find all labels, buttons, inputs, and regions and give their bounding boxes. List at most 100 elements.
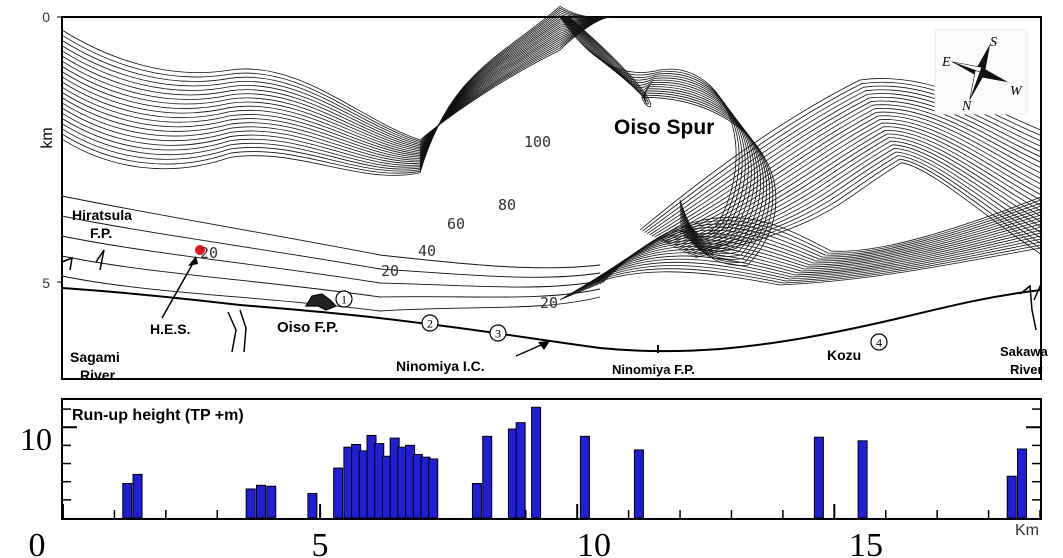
bar-24 bbox=[579, 435, 590, 519]
map-y-tick-5: 5 bbox=[42, 275, 50, 291]
contour-line bbox=[579, 223, 1042, 293]
contour-line bbox=[592, 208, 1042, 288]
contour-line bbox=[61, 16, 611, 160]
label-sagami-2: River bbox=[80, 367, 116, 383]
contour-label-80: 80 bbox=[498, 196, 516, 214]
contour-line bbox=[61, 16, 611, 157]
contour-line bbox=[61, 16, 611, 164]
map-y-tick-0: 0 bbox=[42, 9, 50, 25]
y-tick-label-10: 10 bbox=[20, 421, 52, 457]
label-hiratsuka-1: Hiratsula bbox=[72, 207, 132, 223]
bar-2 bbox=[245, 488, 256, 519]
bar-19 bbox=[471, 483, 482, 519]
contour-line bbox=[61, 16, 611, 150]
contour-line bbox=[644, 85, 1042, 233]
chart-bars bbox=[122, 406, 1028, 519]
hes-arrowhead bbox=[188, 256, 198, 266]
contour-line bbox=[594, 205, 1042, 287]
contour-labels: 100 80 60 40 20 20 20 bbox=[200, 133, 558, 312]
contour-line bbox=[61, 235, 601, 288]
contour-line bbox=[61, 5, 611, 176]
compass-n: N bbox=[961, 99, 972, 114]
x-tick-label-5: 5 bbox=[312, 527, 329, 558]
contour-line bbox=[61, 16, 611, 141]
contour-line bbox=[61, 16, 611, 155]
contour-line bbox=[680, 140, 1042, 251]
map-panel: 1 2 3 4 100 80 60 40 20 20 20 Oiso Spur … bbox=[39, 5, 1048, 383]
bar-1 bbox=[132, 473, 143, 519]
svg-text:4: 4 bbox=[876, 336, 882, 350]
contour-line bbox=[649, 93, 1042, 236]
contour-line bbox=[687, 151, 1042, 255]
contour-line bbox=[61, 16, 611, 144]
contour-line bbox=[663, 115, 1042, 243]
coastline bbox=[61, 287, 1042, 353]
contour-line bbox=[61, 16, 611, 149]
contour-line bbox=[562, 244, 1042, 300]
contour-line bbox=[569, 235, 1042, 297]
label-sagami-1: Sagami bbox=[70, 349, 120, 365]
contour-line bbox=[683, 144, 1042, 252]
label-hiratsuka-2: F.P. bbox=[90, 225, 112, 241]
svg-text:3: 3 bbox=[495, 327, 501, 341]
contour-line bbox=[602, 196, 1042, 284]
x-axis-unit: Km bbox=[1015, 522, 1039, 539]
x-tick-label-15: 15 bbox=[849, 527, 883, 558]
contour-line bbox=[568, 16, 777, 266]
x-tick-label-0: 0 bbox=[29, 527, 46, 558]
river-sagami bbox=[61, 249, 105, 271]
x-tick-label-10: 10 bbox=[577, 527, 611, 558]
bar-6 bbox=[333, 467, 344, 519]
contour-line bbox=[564, 241, 1042, 299]
contour-line bbox=[61, 16, 611, 163]
contour-line bbox=[61, 275, 601, 312]
label-kozu: Kozu bbox=[827, 347, 861, 363]
contour-line bbox=[651, 96, 1042, 237]
compass-s: S bbox=[990, 35, 997, 50]
contour-line bbox=[692, 158, 1042, 257]
svg-text:2: 2 bbox=[427, 317, 433, 331]
contour-line bbox=[61, 16, 611, 166]
bar-18 bbox=[428, 458, 439, 519]
contour-line bbox=[582, 220, 1042, 292]
bar-4 bbox=[266, 485, 277, 519]
label-ninomiya-ic: Ninomiya I.C. bbox=[396, 358, 485, 374]
bar-0 bbox=[122, 483, 133, 519]
chart-x-tick-labels: 0 5 10 15 bbox=[29, 527, 884, 558]
bar-3 bbox=[255, 484, 266, 519]
contour-line bbox=[559, 247, 1042, 301]
bar-22 bbox=[515, 422, 526, 519]
map-y-axis: 0 5 km bbox=[39, 9, 62, 291]
contour-line bbox=[685, 147, 1042, 254]
runup-chart: Run-up height (TP +m) 0 5 10 15 10 Km bbox=[20, 398, 1042, 558]
contour-line bbox=[61, 16, 611, 153]
contour-line bbox=[678, 137, 1042, 250]
bar-23 bbox=[531, 406, 542, 519]
marker-2: 2 bbox=[421, 314, 439, 332]
contour-line bbox=[675, 133, 1042, 249]
contour-line bbox=[659, 108, 1042, 240]
bathymetric-contours bbox=[61, 5, 1042, 312]
contour-line bbox=[668, 122, 1042, 245]
contour-line bbox=[572, 232, 1042, 296]
bar-26 bbox=[813, 436, 824, 519]
contour-line bbox=[690, 155, 1042, 256]
hes-point bbox=[195, 245, 205, 255]
contour-line bbox=[661, 111, 1042, 242]
label-sakawa-2: River bbox=[1010, 362, 1043, 377]
compass-rose: S E W N bbox=[934, 29, 1028, 115]
river-sakawa bbox=[1019, 283, 1042, 331]
river-mouth-oiso bbox=[227, 309, 247, 353]
bar-28 bbox=[1006, 475, 1017, 519]
label-hes: H.E.S. bbox=[150, 321, 190, 337]
contour-line bbox=[584, 217, 1042, 291]
contour-label-100: 100 bbox=[524, 133, 551, 151]
chart-title: Run-up height (TP +m) bbox=[72, 407, 244, 424]
marker-3: 3 bbox=[489, 324, 507, 342]
contour-line bbox=[61, 255, 601, 298]
contour-line bbox=[666, 119, 1042, 244]
contour-line bbox=[656, 104, 1042, 239]
contour-label-20c: 20 bbox=[540, 294, 558, 312]
label-oiso-spur: Oiso Spur bbox=[614, 116, 714, 139]
bar-5 bbox=[307, 492, 318, 519]
